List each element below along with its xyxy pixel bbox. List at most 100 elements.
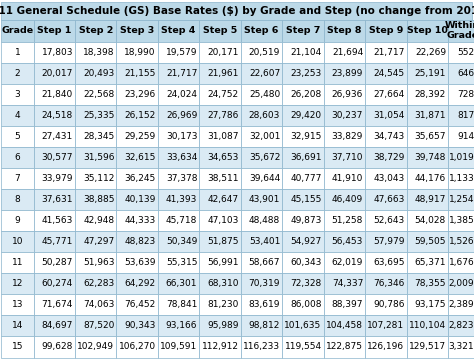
Bar	[241, 294, 282, 315]
Text: 78,841: 78,841	[166, 300, 197, 309]
Bar	[241, 336, 282, 358]
Bar	[282, 336, 324, 358]
Text: 106,270: 106,270	[119, 342, 156, 351]
Text: 47,297: 47,297	[83, 237, 114, 246]
Bar	[282, 252, 324, 273]
Text: 41,563: 41,563	[42, 216, 73, 225]
Bar	[448, 189, 474, 210]
Bar	[200, 84, 241, 105]
Text: 26,152: 26,152	[125, 111, 156, 120]
Bar	[117, 210, 158, 231]
Bar	[241, 210, 282, 231]
Bar	[75, 19, 117, 42]
Text: 122,875: 122,875	[326, 342, 363, 351]
Bar	[200, 126, 241, 147]
Bar	[117, 84, 158, 105]
Bar	[324, 126, 365, 147]
Text: Step 1: Step 1	[37, 26, 72, 35]
Text: 95,989: 95,989	[207, 321, 239, 330]
Bar	[158, 62, 200, 84]
Text: 50,349: 50,349	[166, 237, 197, 246]
Bar	[1, 105, 34, 126]
Text: 48,823: 48,823	[125, 237, 156, 246]
Text: 35,112: 35,112	[83, 174, 114, 183]
Bar	[158, 42, 200, 62]
Bar	[365, 62, 407, 84]
Bar	[1, 126, 34, 147]
Bar	[241, 126, 282, 147]
Text: 30,237: 30,237	[332, 111, 363, 120]
Text: 109,591: 109,591	[160, 342, 197, 351]
Bar	[365, 210, 407, 231]
Bar	[117, 62, 158, 84]
Bar	[1, 84, 34, 105]
Bar	[365, 273, 407, 294]
Bar	[1, 210, 34, 231]
Bar	[34, 42, 75, 62]
Bar	[407, 105, 448, 126]
Text: 37,631: 37,631	[42, 195, 73, 204]
Bar	[241, 189, 282, 210]
Text: 20,171: 20,171	[208, 47, 239, 56]
Bar	[158, 273, 200, 294]
Bar	[365, 231, 407, 252]
Text: 48,917: 48,917	[415, 195, 446, 204]
Text: 38,729: 38,729	[373, 153, 405, 162]
Text: 49,873: 49,873	[290, 216, 322, 225]
Text: Step 6: Step 6	[244, 26, 279, 35]
Bar	[1, 294, 34, 315]
Bar	[365, 189, 407, 210]
Text: 50,287: 50,287	[42, 258, 73, 267]
Text: 34,653: 34,653	[208, 153, 239, 162]
Text: 27,664: 27,664	[374, 90, 405, 99]
Text: 18,990: 18,990	[124, 47, 156, 56]
Bar	[241, 42, 282, 62]
Bar	[448, 147, 474, 168]
Text: 112,912: 112,912	[202, 342, 239, 351]
Bar	[75, 168, 117, 189]
Bar	[407, 336, 448, 358]
Bar	[200, 19, 241, 42]
Bar	[407, 273, 448, 294]
Bar	[75, 252, 117, 273]
Text: 33,829: 33,829	[332, 132, 363, 141]
Bar	[117, 168, 158, 189]
Text: 22,568: 22,568	[83, 90, 114, 99]
Bar	[200, 273, 241, 294]
Bar	[448, 231, 474, 252]
Text: 21,717: 21,717	[373, 47, 405, 56]
Text: 11: 11	[12, 258, 23, 267]
Text: 24,752: 24,752	[208, 90, 239, 99]
Text: 65,371: 65,371	[414, 258, 446, 267]
Bar	[75, 62, 117, 84]
Text: 74,063: 74,063	[83, 300, 114, 309]
Bar	[241, 62, 282, 84]
Text: 3: 3	[15, 90, 20, 99]
Text: 1,385: 1,385	[448, 216, 474, 225]
Bar	[200, 231, 241, 252]
Text: 31,596: 31,596	[83, 153, 114, 162]
Bar	[117, 42, 158, 62]
Text: 83,619: 83,619	[249, 300, 280, 309]
Bar	[407, 294, 448, 315]
Bar	[1, 19, 34, 42]
Text: 26,936: 26,936	[332, 90, 363, 99]
Text: 53,401: 53,401	[249, 237, 280, 246]
Text: 107,281: 107,281	[367, 321, 405, 330]
Bar	[282, 126, 324, 147]
Text: 10: 10	[12, 237, 23, 246]
Text: 21,694: 21,694	[332, 47, 363, 56]
Text: 21,155: 21,155	[125, 69, 156, 78]
Text: Step 9: Step 9	[369, 26, 403, 35]
Bar	[34, 126, 75, 147]
Text: 36,245: 36,245	[125, 174, 156, 183]
Text: 41,910: 41,910	[332, 174, 363, 183]
Bar	[365, 19, 407, 42]
Text: 14: 14	[12, 321, 23, 330]
Bar	[324, 147, 365, 168]
Bar	[158, 210, 200, 231]
Text: 27,431: 27,431	[42, 132, 73, 141]
Text: 93,166: 93,166	[166, 321, 197, 330]
Text: 646: 646	[457, 69, 474, 78]
Bar	[282, 19, 324, 42]
